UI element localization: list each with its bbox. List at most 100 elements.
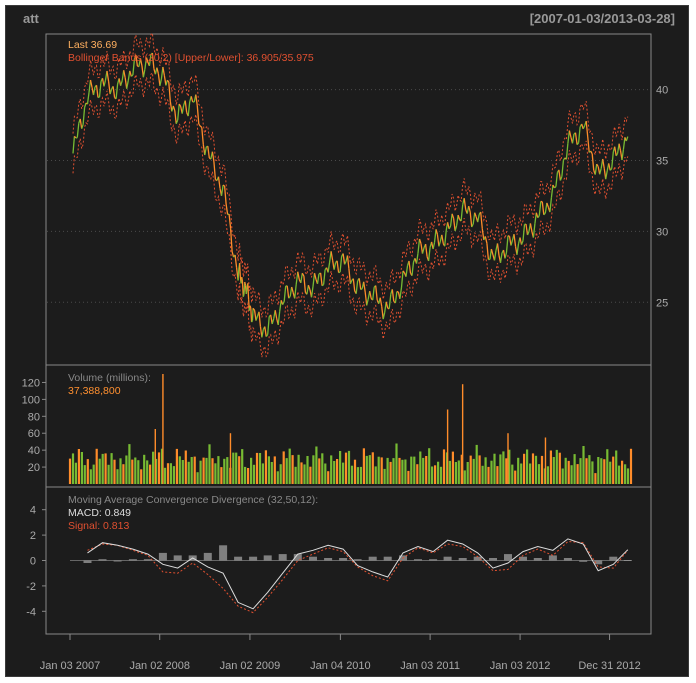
price-segment: [364, 292, 368, 306]
macd-histogram-bar: [234, 556, 243, 561]
price-segment: [481, 228, 485, 240]
price-segment: [129, 70, 132, 77]
price-segment: [463, 198, 467, 210]
macd-histogram-bar: [563, 558, 572, 561]
price-segment: [549, 197, 553, 213]
price-segment: [123, 70, 126, 79]
macd-histogram-bar: [324, 558, 333, 561]
price-segment: [238, 263, 241, 277]
price-segment: [204, 146, 207, 156]
macd-tick-label: 4: [30, 505, 36, 517]
price-segment: [381, 306, 384, 320]
macd-histogram-bar: [113, 560, 122, 562]
price-segment: [596, 163, 599, 167]
price-segment: [211, 151, 215, 162]
price-segment: [163, 75, 167, 86]
price-segment: [486, 243, 490, 260]
price-segment: [385, 301, 389, 309]
price-segment: [460, 204, 464, 222]
price-segment: [277, 311, 281, 325]
price-segment: [255, 315, 259, 321]
price-segment: [417, 238, 421, 254]
macd-histogram-bar: [158, 552, 167, 561]
price-segment: [165, 80, 169, 86]
price-segment: [372, 287, 375, 301]
price-segment: [112, 86, 116, 98]
volume-tick-label: 100: [22, 394, 40, 406]
bollinger-upper-line: [72, 32, 629, 318]
price-segment: [249, 305, 252, 309]
price-segment: [493, 250, 497, 261]
macd-histogram-bar: [203, 552, 212, 561]
price-segment: [195, 94, 198, 106]
price-segment: [472, 212, 476, 225]
price-segment: [525, 224, 529, 236]
price-segment: [355, 280, 359, 294]
price-segment: [576, 142, 580, 146]
price-segment: [222, 184, 225, 187]
macd-histogram-bar: [219, 545, 228, 561]
price-segment: [95, 85, 99, 98]
price-segment: [516, 243, 520, 255]
price-segment: [555, 172, 559, 187]
price-segment: [330, 251, 334, 261]
price-segment: [591, 153, 595, 171]
price-segment: [411, 262, 415, 276]
price-segment: [319, 272, 323, 286]
price-segment: [519, 237, 523, 245]
macd-histogram-bar: [489, 558, 497, 561]
price-segment: [405, 265, 409, 277]
x-tick-label: Jan 03 2007: [40, 660, 101, 672]
price-segment: [391, 289, 395, 302]
price-segment: [286, 285, 290, 299]
price-segment: [229, 228, 233, 252]
price-segment: [225, 203, 229, 215]
bollinger-lower-line: [72, 71, 629, 358]
price-segment: [342, 253, 346, 265]
price-segment: [546, 202, 550, 208]
price-segment: [415, 253, 419, 264]
price-segment: [310, 286, 314, 298]
price-segment: [625, 136, 629, 142]
price-segment: [223, 185, 227, 205]
x-tick-label: Jan 02 2008: [129, 660, 190, 672]
price-segment: [480, 211, 483, 229]
macd-histogram-bar: [548, 555, 557, 561]
price-segment: [312, 273, 316, 287]
price-segment: [169, 101, 173, 112]
macd-histogram-bar: [309, 556, 317, 561]
price-segment: [151, 53, 155, 69]
volume-tick-label: 120: [22, 377, 40, 389]
price-segment: [611, 151, 614, 169]
chart-frame: att [2007-01-03/2013-03-28] 25 30 35 40 …: [5, 5, 689, 677]
price-segment: [408, 260, 412, 274]
price-segment: [245, 286, 248, 295]
price-segment: [181, 105, 185, 114]
last-price-legend: Last 36.69: [68, 39, 117, 51]
price-tick-label: 40: [656, 85, 668, 97]
price-segment: [231, 251, 235, 258]
price-segment: [452, 218, 456, 231]
price-segment: [567, 130, 571, 144]
macd-histogram-bar: [278, 554, 287, 561]
price-segment: [396, 290, 399, 293]
macd-histogram-bar: [339, 558, 348, 561]
price-segment: [543, 212, 546, 216]
price-segment: [253, 310, 257, 321]
price-segment: [394, 291, 398, 304]
price-segment: [270, 314, 273, 325]
macd-histogram-bar: [383, 556, 392, 561]
price-segment: [510, 239, 514, 246]
price-segment: [274, 310, 278, 319]
price-segment: [190, 96, 194, 103]
price-segment: [156, 67, 160, 74]
x-tick-label: Dec 31 2012: [578, 660, 640, 672]
price-segment: [433, 229, 437, 243]
price-segment: [444, 230, 447, 247]
price-segment: [264, 326, 267, 337]
macd-value: MACD: 0.849: [68, 507, 131, 519]
price-segment: [303, 276, 307, 293]
x-tick-label: Jan 03 2012: [490, 660, 551, 672]
price-tick-label: 25: [656, 297, 668, 309]
price-segment: [300, 273, 303, 283]
